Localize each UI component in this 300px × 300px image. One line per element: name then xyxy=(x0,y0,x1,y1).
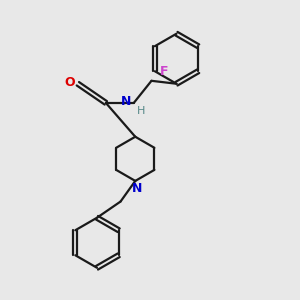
Text: O: O xyxy=(64,76,75,89)
Text: F: F xyxy=(160,65,169,78)
Text: N: N xyxy=(121,95,131,108)
Text: H: H xyxy=(137,106,146,116)
Text: N: N xyxy=(132,182,142,195)
